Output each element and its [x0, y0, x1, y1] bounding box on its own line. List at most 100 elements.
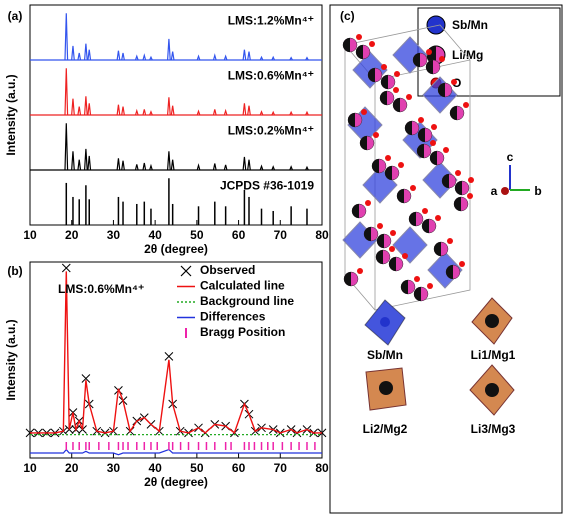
- series-label: JCPDS #36-1019: [220, 179, 314, 193]
- peak: [242, 49, 247, 61]
- peak: [71, 45, 75, 61]
- calculated-line: [30, 271, 322, 435]
- peak: [247, 105, 251, 116]
- peak: [305, 165, 309, 171]
- peak: [77, 52, 82, 61]
- atom: [418, 128, 425, 142]
- x-tick-label: 80: [315, 228, 329, 242]
- axis-label: a: [491, 184, 498, 198]
- peak: [121, 52, 125, 61]
- atom: [385, 166, 392, 180]
- observed-marker: [61, 263, 71, 273]
- atom: [422, 208, 428, 214]
- atom: [352, 204, 359, 218]
- peak: [121, 160, 125, 171]
- panel-label: (a): [8, 9, 23, 23]
- peak: [305, 110, 309, 116]
- atom: [343, 38, 350, 52]
- peak: [149, 55, 153, 61]
- x-tick-label: 30: [107, 461, 121, 475]
- peak: [142, 53, 147, 61]
- legend-label: Differences: [200, 310, 266, 324]
- atom: [430, 140, 436, 146]
- plot-frame: [29, 261, 323, 459]
- atom: [402, 253, 408, 259]
- observed-marker: [164, 352, 174, 361]
- atom: [389, 246, 395, 252]
- x-tick-label: 50: [190, 228, 204, 242]
- x-tick-label: 60: [232, 461, 246, 475]
- x-tick-label: 30: [107, 228, 121, 242]
- peak: [116, 104, 121, 116]
- peak: [271, 55, 276, 61]
- atom: [455, 170, 461, 176]
- x-tick-label: 10: [23, 228, 37, 242]
- octahedron: [422, 161, 458, 199]
- peak: [149, 110, 153, 116]
- y-axis-label: Intensity (a.u.): [4, 319, 18, 400]
- peak: [167, 38, 171, 61]
- atom: [361, 109, 367, 115]
- atom: [418, 117, 424, 123]
- axis-arrow: [501, 187, 509, 195]
- peak: [77, 159, 82, 171]
- series-label: LMS:1.2%Mn⁴⁺: [228, 14, 314, 28]
- peak: [170, 51, 175, 61]
- peak: [196, 54, 201, 61]
- atom: [401, 280, 408, 294]
- peak: [134, 54, 139, 61]
- atom: [447, 238, 453, 244]
- peak: [271, 165, 276, 171]
- peak: [223, 54, 228, 61]
- x-tick-label: 70: [274, 228, 288, 242]
- peak: [83, 43, 88, 61]
- panel-label: (c): [340, 9, 355, 23]
- peak: [259, 164, 264, 171]
- series-label: LMS:0.2%Mn⁴⁺: [228, 124, 314, 138]
- x-axis-label: 2θ (degree): [144, 475, 208, 489]
- y-axis-label: Intensity (a.u.): [4, 74, 18, 155]
- peak: [142, 109, 147, 116]
- atom: [431, 124, 437, 130]
- atom: [397, 189, 404, 203]
- x-axis-label: 2θ (degree): [144, 242, 208, 256]
- annotation: LMS:0.6%Mn⁴⁺: [58, 282, 144, 296]
- polyhedron-label: Li1/Mg1: [471, 348, 516, 362]
- peak: [116, 158, 121, 171]
- peak: [87, 155, 92, 171]
- series-label: LMS:0.6%Mn⁴⁺: [228, 69, 314, 83]
- atom: [409, 212, 416, 226]
- atom: [356, 45, 363, 59]
- atom: [390, 230, 396, 236]
- polyhedron-icon: [469, 364, 515, 416]
- atom: [344, 272, 351, 286]
- atom: [368, 68, 375, 82]
- peak: [134, 164, 139, 171]
- octahedron: [392, 226, 428, 264]
- peak: [87, 103, 92, 116]
- peak: [242, 156, 247, 171]
- x-tick-label: 20: [65, 461, 79, 475]
- peak: [271, 110, 276, 116]
- legend-text: Sb/Mn: [452, 18, 488, 32]
- axis-label: b: [534, 184, 541, 198]
- atom: [377, 223, 383, 229]
- legend-label: Bragg Position: [200, 325, 285, 339]
- peak: [167, 97, 171, 116]
- peak: [134, 108, 139, 116]
- atom: [377, 234, 384, 248]
- polyhedron-label: Sb/Mn: [367, 348, 403, 362]
- legend-marker: [180, 265, 192, 277]
- atom: [357, 268, 363, 274]
- atom: [468, 177, 474, 183]
- x-tick-label: 80: [315, 461, 329, 475]
- atom: [385, 155, 391, 161]
- atom: [426, 49, 432, 55]
- peak: [259, 110, 264, 116]
- axis-label: c: [507, 150, 514, 164]
- atom: [450, 106, 457, 120]
- panel-label: (b): [7, 264, 22, 278]
- x-tick-label: 10: [23, 461, 37, 475]
- difference-line: [30, 448, 322, 456]
